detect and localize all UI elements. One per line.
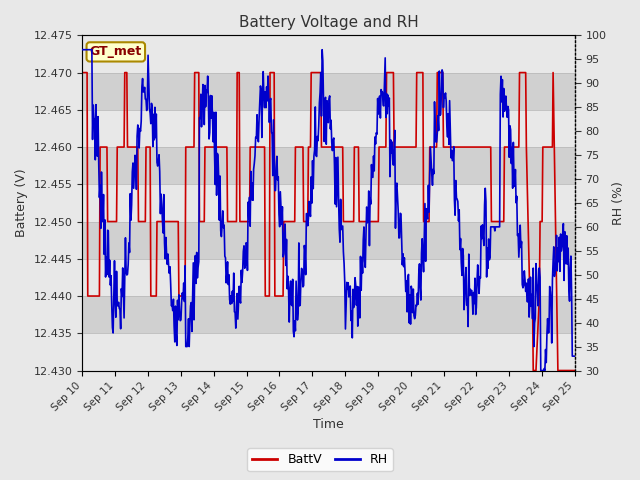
Bar <box>83 110 575 147</box>
Bar <box>83 259 575 296</box>
Bar <box>83 184 575 222</box>
Y-axis label: RH (%): RH (%) <box>612 181 625 225</box>
X-axis label: Time: Time <box>313 419 344 432</box>
Bar <box>83 36 575 72</box>
Bar <box>83 147 575 184</box>
Title: Battery Voltage and RH: Battery Voltage and RH <box>239 15 419 30</box>
Legend: BattV, RH: BattV, RH <box>248 448 392 471</box>
Bar <box>83 72 575 110</box>
Bar <box>83 222 575 259</box>
Bar <box>83 333 575 371</box>
Y-axis label: Battery (V): Battery (V) <box>15 168 28 237</box>
Bar <box>83 296 575 333</box>
Text: GT_met: GT_met <box>90 46 142 59</box>
